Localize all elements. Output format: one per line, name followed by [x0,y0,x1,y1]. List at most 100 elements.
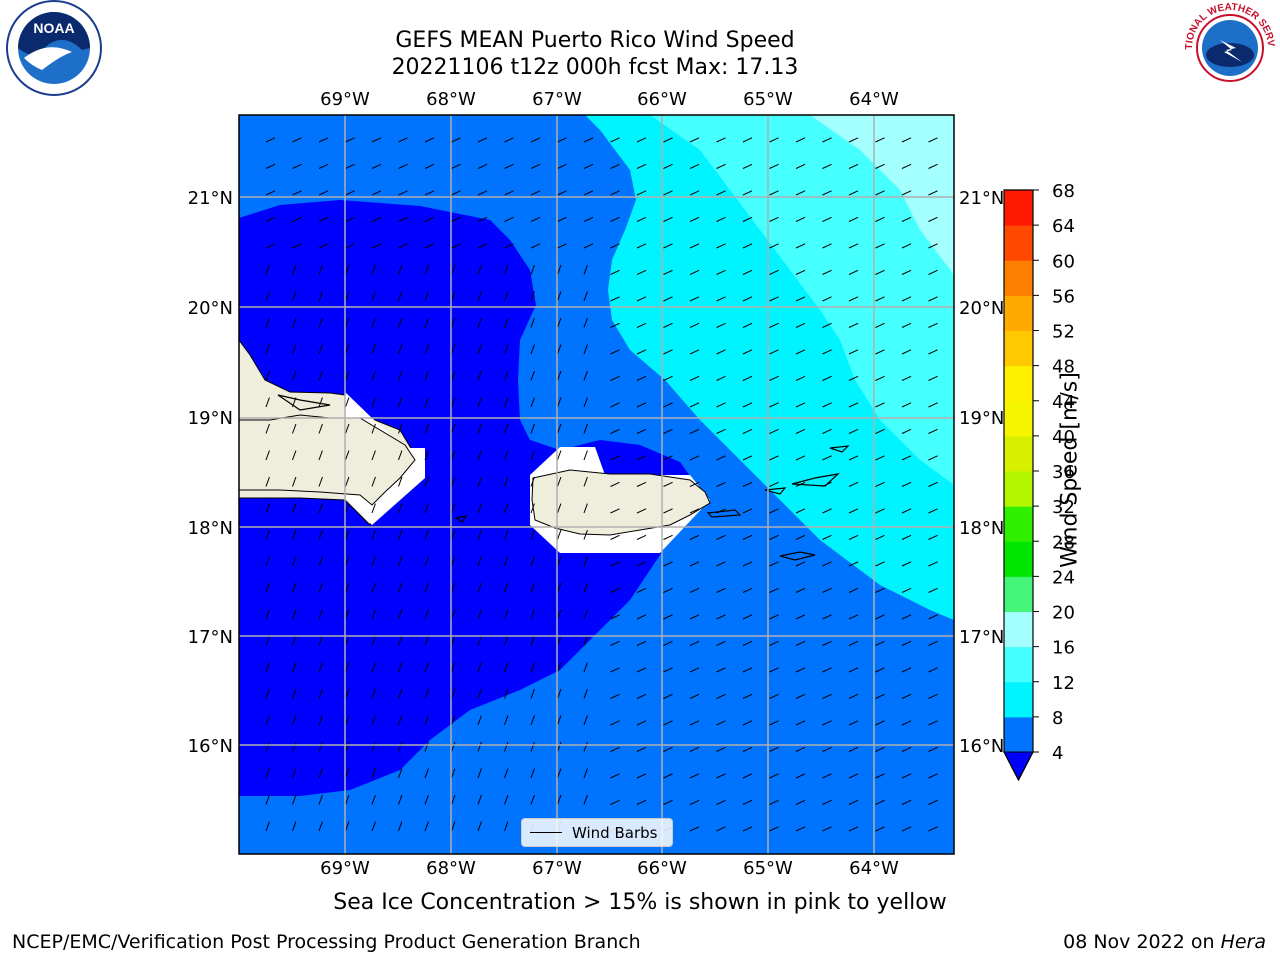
wind-barb [292,503,297,514]
wind-barb [928,269,938,275]
wind-barb [371,715,376,726]
wind-barb [689,799,700,805]
wind-barb [451,476,456,487]
wind-barb [292,423,297,434]
wind-barb [742,640,753,646]
wind-barb [318,190,329,196]
wind-barb [557,582,562,593]
wind-barb [636,481,647,487]
wind-barb [292,243,302,249]
wind-barb [636,296,647,302]
colorbar-tick-label: 40 [1052,427,1075,448]
wind-barb [504,556,509,567]
wind-barb [928,640,938,646]
wind-barb [875,137,885,143]
wind-barb [371,662,376,673]
wind-barb [795,243,806,249]
colorbar-band [1004,681,1033,718]
land-puerto-rico [531,469,711,536]
wind-barb [504,291,509,302]
wind-barb [265,476,270,487]
wind-barb [689,402,700,408]
wind-barb [398,190,408,196]
wind-barb [345,556,350,567]
wind-barb [477,715,482,726]
wind-barb [265,821,270,832]
wind-barb [451,529,456,540]
wind-barb [689,614,700,620]
wind-barb [636,508,647,514]
wind-barb [875,375,885,381]
wind-barb [636,428,647,434]
wind-barb [822,243,832,249]
wind-barb [663,720,673,726]
wind-barb [901,163,912,169]
wind-barb [928,216,938,222]
wind-barb [875,799,885,805]
wind-barb [265,397,270,408]
wind-barb [716,402,726,408]
wind-barb [716,693,726,699]
lat-label: 21°N [188,188,233,209]
wind-barb [716,481,726,487]
wind-barb [689,428,700,434]
wind-barb [557,190,567,196]
wind-barb [265,635,270,646]
wind-barb [504,190,514,196]
wind-barb [371,344,376,355]
wind-barb [398,291,403,302]
wind-barb [398,794,403,805]
colorbar-tick-label: 52 [1052,322,1075,343]
wind-barb [318,163,329,169]
wind-barb [795,587,806,593]
wind-barb [557,635,562,646]
wind-barb [318,529,323,540]
colorbar-band [1004,295,1033,331]
wind-barb [265,662,270,673]
footer-date-text: 08 Nov 2022 on [1063,931,1221,953]
wind-barb [292,635,297,646]
wind-barb [583,556,588,567]
wind-barb [424,503,429,514]
wind-barb [769,534,779,540]
colorbar-band [1004,471,1033,507]
wind-barb [716,322,726,328]
wind-barb [583,450,588,461]
wind-barb [345,582,350,593]
wind-barb [742,561,753,567]
wind-barb [477,450,482,461]
wind-barb [345,264,350,275]
colorbar-tick-label: 56 [1052,286,1075,307]
wind-barb [371,243,382,249]
wind-barb [318,476,323,487]
wind-barb [557,556,562,567]
wind-barb [636,455,647,461]
wind-barb [477,821,482,832]
wind-barb [530,291,535,302]
wind-barb [716,296,726,302]
wind-barb [504,688,509,699]
wind-barb [822,375,832,381]
wind-barb [689,720,700,726]
wind-barb [477,768,482,779]
lon-label: 66°W [637,858,687,879]
wind-barb [504,715,509,726]
wind-barb [504,264,509,275]
wind-barb [822,773,832,779]
wind-barb [822,402,832,408]
wind-barb [504,609,509,620]
wind-barb [318,794,323,805]
wind-barb [610,481,620,487]
wind-barb [583,370,588,381]
wind-barb [610,799,620,805]
wind-barb [504,503,509,514]
wind-barb [398,163,408,169]
wind-barb [583,529,588,540]
wind-barb [451,794,456,805]
wind-barb [504,344,509,355]
wind-barb [610,322,620,328]
wind-barb [769,481,779,487]
wind-barb [901,587,912,593]
wind-barb [530,688,535,699]
wind-barb [901,349,912,355]
